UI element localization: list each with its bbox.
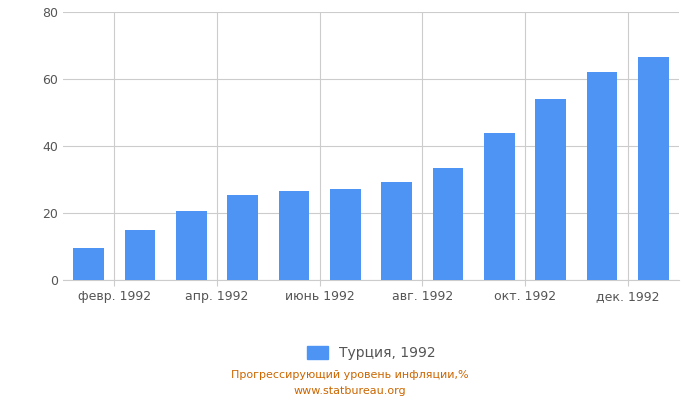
Bar [228, 195, 258, 280]
Bar [279, 191, 309, 280]
Bar [74, 248, 104, 280]
Bar [484, 133, 514, 280]
Bar [125, 230, 155, 280]
Bar [587, 72, 617, 280]
Bar [330, 189, 360, 280]
Bar [382, 182, 412, 280]
Bar [433, 168, 463, 280]
Text: Прогрессирующий уровень инфляции,%: Прогрессирующий уровень инфляции,% [231, 370, 469, 380]
Bar [176, 211, 206, 280]
Bar [638, 56, 668, 280]
Text: www.statbureau.org: www.statbureau.org [294, 386, 406, 396]
Bar [536, 99, 566, 280]
Legend: Турция, 1992: Турция, 1992 [301, 340, 441, 366]
